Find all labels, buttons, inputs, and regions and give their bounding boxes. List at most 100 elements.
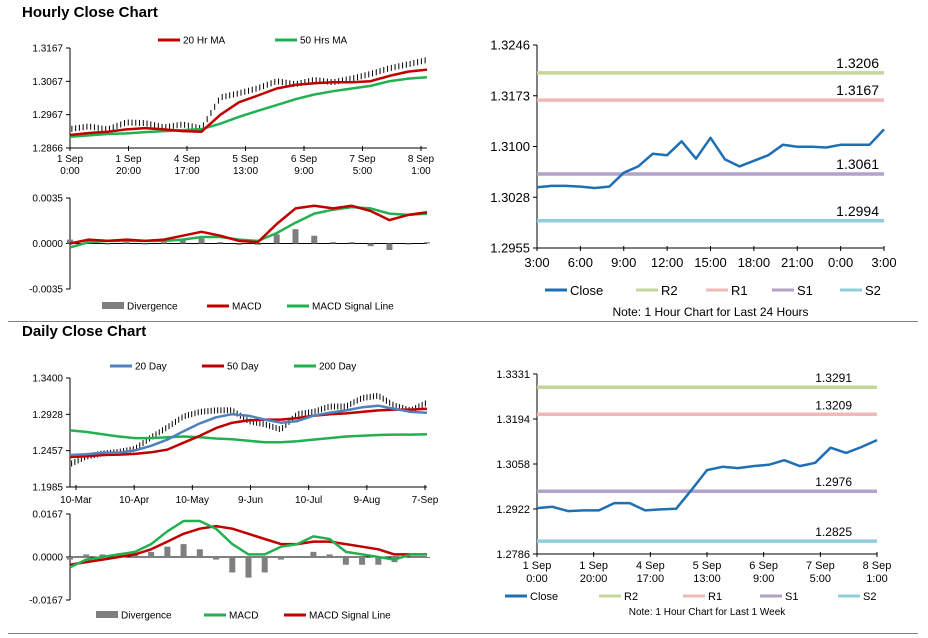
x-tick-label: 5:00 bbox=[810, 573, 831, 585]
x-tick-label: 12:00 bbox=[651, 255, 684, 270]
y-tick-label: 0.0167 bbox=[32, 510, 63, 521]
level-label-s2: 1.2994 bbox=[836, 203, 879, 219]
divergence-bar bbox=[160, 242, 167, 244]
x-tick-label: 9:00 bbox=[753, 573, 774, 585]
y-tick-label: 1.3167 bbox=[32, 44, 63, 55]
x-tick-label: 0:00 bbox=[828, 255, 853, 270]
divergence-bar bbox=[342, 557, 349, 565]
y-tick-label: 0.0035 bbox=[32, 194, 63, 205]
x-tick-label: 18:00 bbox=[738, 255, 771, 270]
divergence-bar bbox=[179, 239, 186, 244]
x-tick-label: 8 Sep bbox=[863, 560, 892, 572]
x-tick-label: 0:00 bbox=[60, 166, 80, 177]
hourly-section-title: Hourly Close Chart bbox=[22, 4, 158, 21]
divergence-bar bbox=[67, 239, 73, 244]
y-tick-label: 1.3400 bbox=[32, 374, 63, 385]
divergence-bar bbox=[148, 551, 155, 557]
x-tick-label: 0:00 bbox=[526, 573, 547, 585]
ma-50-line bbox=[69, 407, 428, 459]
y-tick-label: 1.3028 bbox=[490, 190, 530, 205]
macd-line bbox=[69, 519, 427, 569]
y-tick-label: 1.3100 bbox=[490, 139, 530, 154]
divergence-bar bbox=[229, 557, 236, 573]
divergence-bar bbox=[217, 242, 224, 244]
legend-label: 50 Hrs MA bbox=[300, 36, 348, 47]
divergence-bar bbox=[142, 243, 149, 245]
y-tick-label: 1.3173 bbox=[490, 88, 530, 103]
divergence-bar bbox=[213, 557, 220, 560]
legend-label: MACD bbox=[232, 302, 261, 313]
x-tick-label: 15:00 bbox=[694, 255, 727, 270]
level-label-s1: 1.3061 bbox=[836, 156, 879, 172]
x-tick-label: 9-Jun bbox=[238, 495, 263, 506]
divergence-bar bbox=[67, 557, 73, 560]
x-tick-label: 13:00 bbox=[693, 573, 721, 585]
y-tick-label: 1.2866 bbox=[32, 144, 63, 155]
divergence-bar bbox=[405, 243, 412, 245]
divergence-bar bbox=[359, 557, 366, 565]
ma-20-line bbox=[69, 68, 428, 137]
legend-label: 50 Day bbox=[227, 362, 259, 373]
y-tick-label: 1.3058 bbox=[496, 459, 530, 471]
divergence-bar bbox=[261, 557, 268, 573]
legend-label: Close bbox=[570, 283, 603, 298]
y-tick-label: 0.0000 bbox=[32, 239, 63, 250]
y-tick-label: 0.0000 bbox=[32, 553, 63, 564]
legend-label: 20 Hr MA bbox=[183, 36, 226, 47]
x-tick-label: 5 Sep bbox=[693, 560, 722, 572]
divergence-bar bbox=[424, 242, 430, 244]
y-tick-label: 1.3067 bbox=[32, 77, 63, 88]
x-tick-label: 21:00 bbox=[781, 255, 814, 270]
x-tick-label: 7-Sep bbox=[412, 495, 439, 506]
x-tick-label: 10-Apr bbox=[119, 495, 150, 506]
divergence-bar bbox=[424, 557, 430, 558]
x-tick-label: 1 Sep bbox=[579, 560, 608, 572]
divergence-bar bbox=[273, 234, 280, 244]
x-tick-label: 7 Sep bbox=[806, 560, 835, 572]
daily-section-title: Daily Close Chart bbox=[22, 323, 147, 340]
legend-label: MACD Signal Line bbox=[309, 611, 391, 622]
y-tick-label: 1.2922 bbox=[496, 504, 530, 516]
divergence-bar bbox=[115, 554, 122, 557]
divergence-bar bbox=[198, 238, 205, 244]
y-tick-label: 1.2457 bbox=[32, 446, 63, 457]
divergence-bar bbox=[310, 551, 317, 557]
divergence-bar bbox=[375, 557, 382, 565]
legend-label: S1 bbox=[797, 283, 813, 298]
legend-label: S1 bbox=[785, 591, 798, 603]
legend-label: Divergence bbox=[127, 302, 178, 313]
x-tick-label: 1 Sep bbox=[57, 154, 84, 165]
legend-label: MACD Signal Line bbox=[312, 302, 394, 313]
x-tick-label: 7 Sep bbox=[349, 154, 376, 165]
legend-label: R1 bbox=[708, 591, 722, 603]
divergence-bar bbox=[311, 235, 318, 244]
x-tick-label: 9:00 bbox=[611, 255, 636, 270]
x-tick-label: 13:00 bbox=[233, 166, 258, 177]
x-tick-label: 3:00 bbox=[871, 255, 896, 270]
close-line bbox=[536, 438, 878, 513]
y-tick-label: -0.0167 bbox=[29, 596, 63, 607]
divergence-bar bbox=[294, 557, 301, 558]
x-tick-label: 9-Aug bbox=[353, 495, 380, 506]
divergence-bar bbox=[180, 544, 187, 557]
divergence-bar bbox=[123, 242, 130, 244]
legend-label: 200 Day bbox=[319, 362, 356, 373]
x-tick-label: 3:00 bbox=[524, 255, 549, 270]
divergence-bar bbox=[196, 549, 203, 557]
legend-swatch bbox=[96, 611, 118, 618]
x-tick-label: 17:00 bbox=[637, 573, 665, 585]
divergence-bar bbox=[104, 243, 111, 245]
y-tick-label: 1.2955 bbox=[490, 241, 530, 256]
x-tick-label: 9:00 bbox=[294, 166, 314, 177]
x-tick-label: 10-May bbox=[176, 495, 209, 506]
y-tick-label: -0.0035 bbox=[29, 285, 63, 296]
level-label-r1: 1.3209 bbox=[815, 398, 852, 412]
legend-label: Close bbox=[530, 591, 558, 603]
divergence-bar bbox=[277, 557, 284, 560]
ma-20-line bbox=[69, 404, 428, 457]
x-tick-label: 6 Sep bbox=[749, 560, 778, 572]
